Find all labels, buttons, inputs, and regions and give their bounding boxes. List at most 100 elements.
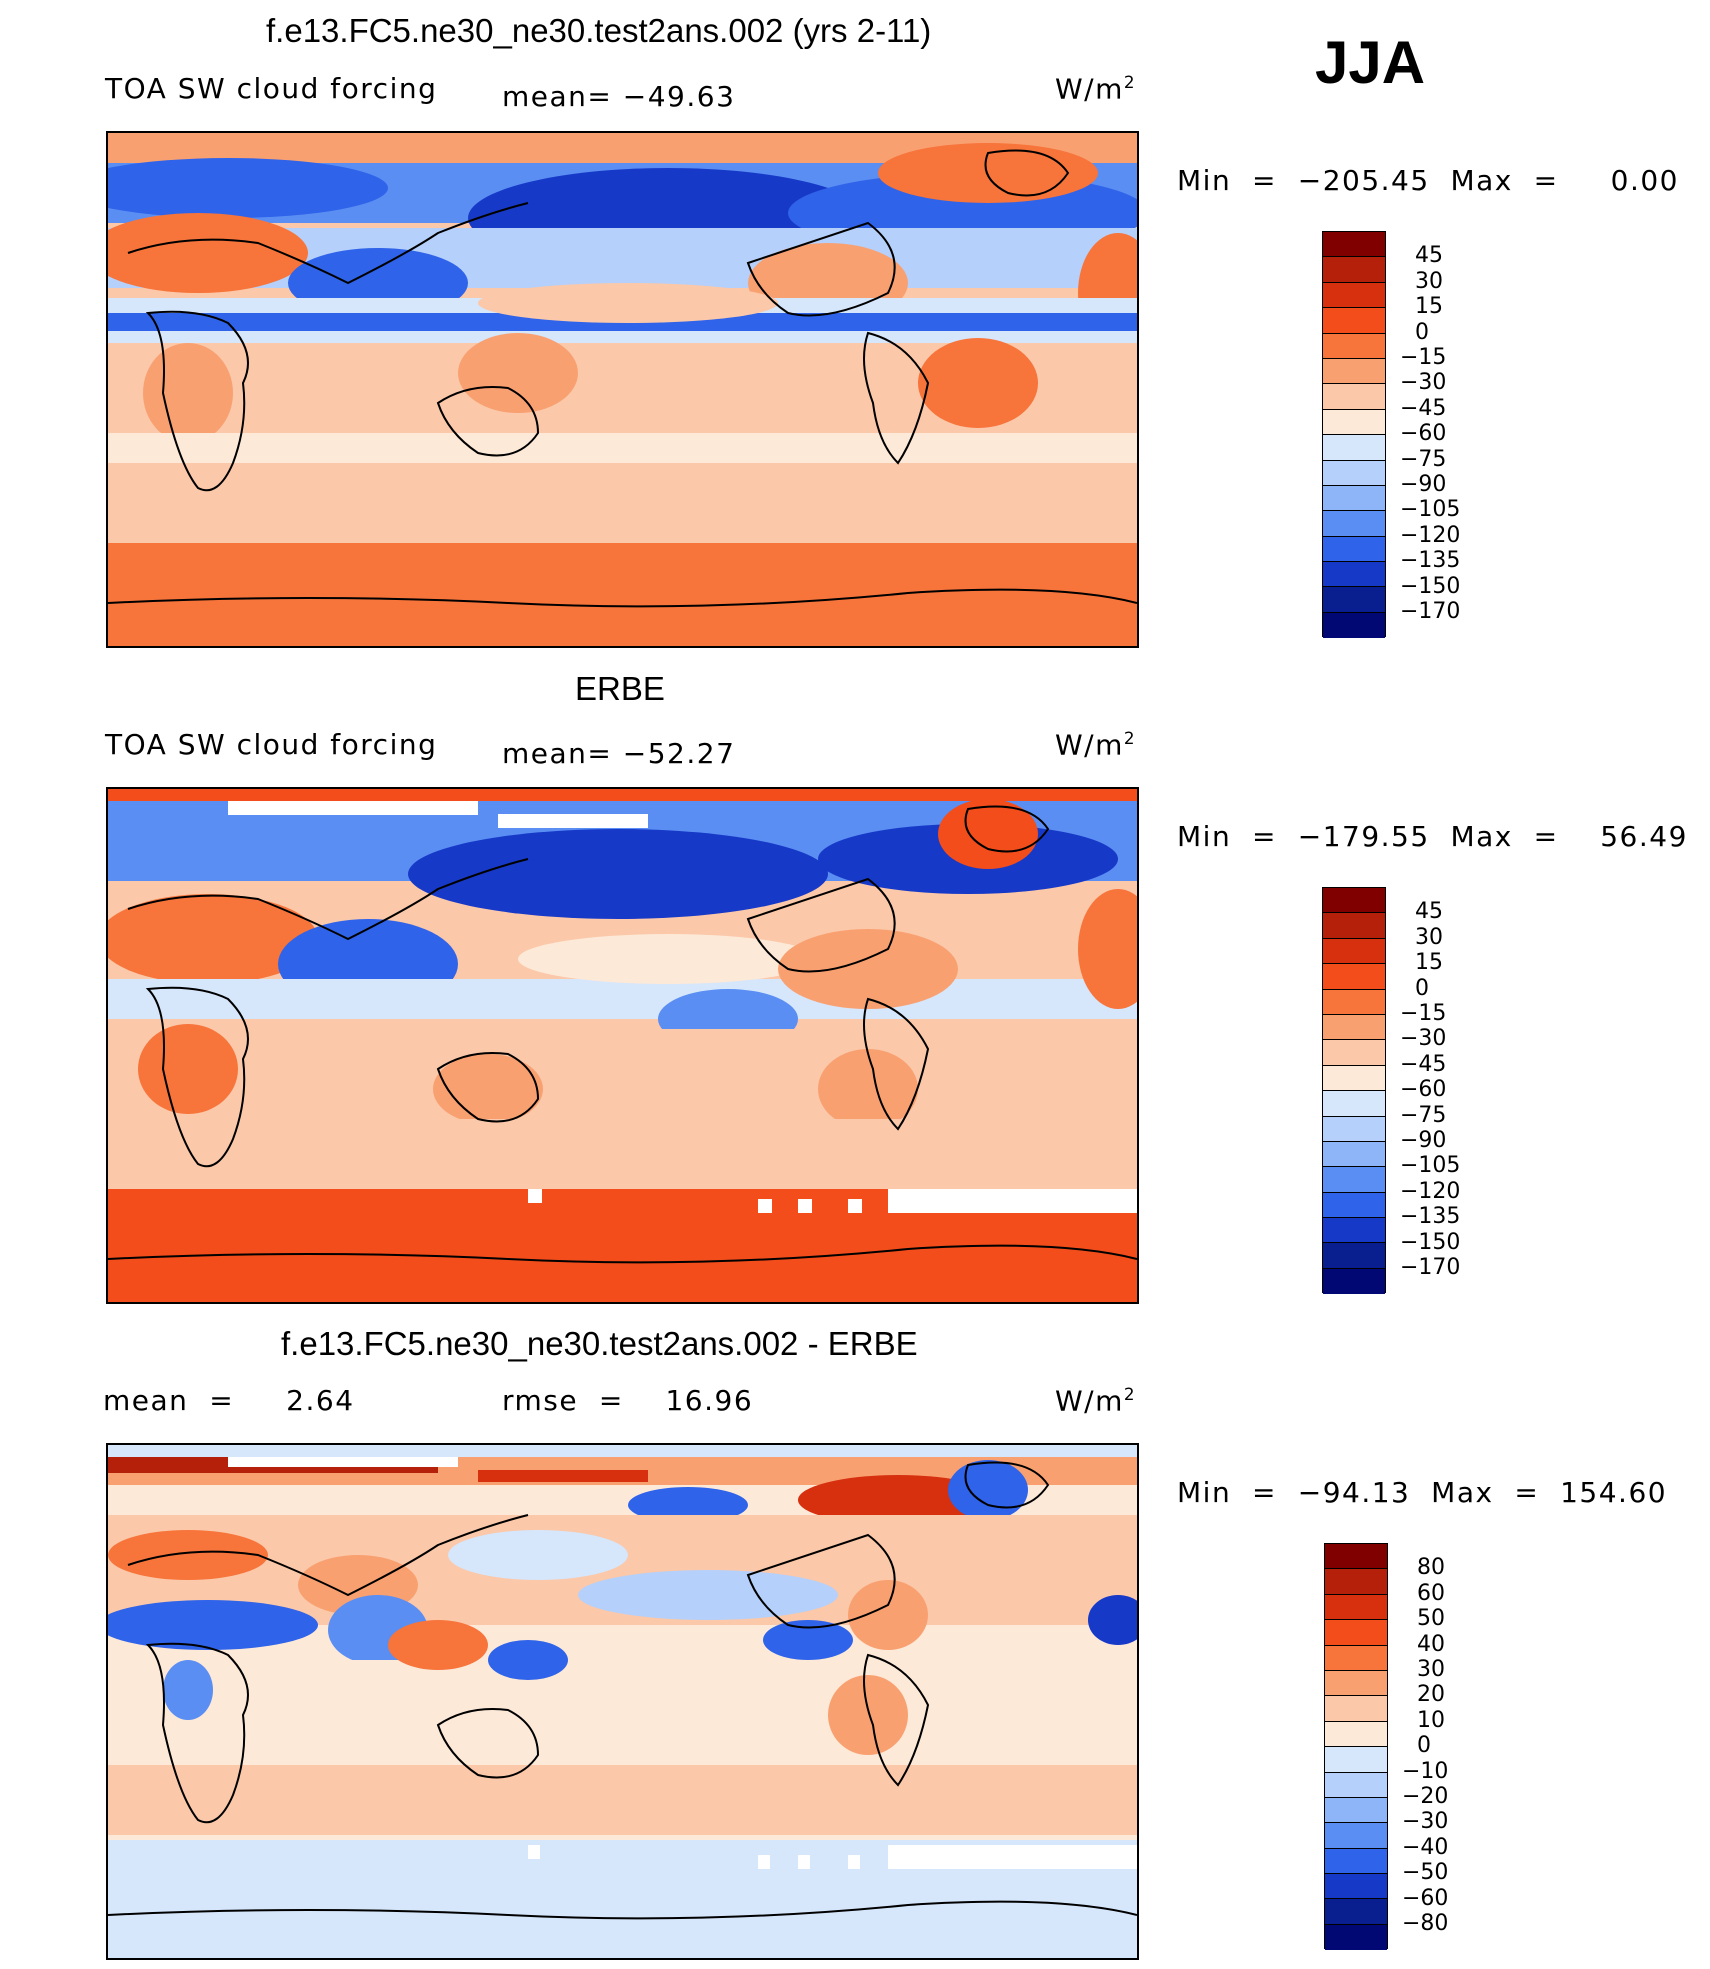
colorbar-segment: [1323, 308, 1385, 334]
colorbar-tick-label: −135: [1400, 1204, 1461, 1230]
colorbar-segment: [1325, 1772, 1387, 1798]
colorbar-segment: [1325, 1848, 1387, 1875]
colorbar-segment: [1325, 1899, 1387, 1925]
panel-model-variable-label: TOA SW cloud forcing: [105, 72, 438, 105]
colorbar-tick-label: 0: [1417, 1733, 1431, 1759]
colorbar-tick-label: 80: [1417, 1555, 1445, 1581]
panel-model-title: f.e13.FC5.ne30_ne30.test2ans.002 (yrs 2-…: [266, 12, 932, 49]
colorbar-segment: [1323, 409, 1385, 436]
colorbar-tick-label: 15: [1415, 950, 1443, 976]
colorbar-segment: [1323, 1243, 1385, 1269]
colorbar-segment: [1325, 1569, 1387, 1595]
colorbar-tick-label: −120: [1400, 1178, 1461, 1204]
colorbar-tick-label: −75: [1400, 1102, 1447, 1128]
colorbar-tick-label: −80: [1402, 1911, 1449, 1936]
colorbar-tick-label: −20: [1402, 1784, 1449, 1809]
colorbar-tick-label: −150: [1400, 573, 1461, 599]
panel-obs-mean-label: mean= −52.27: [502, 737, 736, 770]
colorbar-tick-label: −105: [1400, 1153, 1461, 1179]
panel-obs-colorbar-boxes: [1322, 887, 1386, 1295]
colorbar-tick-label: −30: [1400, 370, 1447, 396]
colorbar-tick-label: 0: [1415, 319, 1429, 345]
panel-obs-map: [106, 787, 1139, 1304]
colorbar-segment: [1323, 1268, 1385, 1295]
colorbar-tick-label: −170: [1400, 1255, 1461, 1280]
colorbar-tick-label: −90: [1400, 472, 1447, 497]
colorbar-tick-label: 60: [1417, 1580, 1445, 1606]
colorbar-tick-label: 45: [1415, 243, 1443, 269]
panel-diff-map-svg: [108, 1445, 1137, 1958]
colorbar-tick-label: 15: [1415, 294, 1443, 320]
colorbar-tick-label: 40: [1417, 1631, 1445, 1657]
panel-model-minmax: Min = −205.45 Max = 0.00: [1177, 164, 1679, 197]
panel-diff-map: [106, 1443, 1139, 1960]
panel-obs-variable-label: TOA SW cloud forcing: [105, 728, 438, 761]
panel-model-colorbar-boxes: [1322, 231, 1386, 639]
colorbar-segment: [1323, 1116, 1385, 1142]
colorbar-tick-label: −60: [1402, 1885, 1449, 1911]
colorbar-tick-label: −75: [1400, 446, 1447, 472]
colorbar-segment: [1325, 1645, 1387, 1671]
colorbar-segment: [1325, 1924, 1387, 1951]
colorbar-segment: [1323, 938, 1385, 965]
colorbar-segment: [1323, 888, 1385, 914]
colorbar-segment: [1325, 1747, 1387, 1773]
colorbar-segment: [1325, 1670, 1387, 1697]
colorbar-segment: [1323, 460, 1385, 486]
panel-diff-mean-label: mean = 2.64: [103, 1384, 355, 1417]
colorbar-tick-label: 30: [1417, 1657, 1445, 1682]
panel-model-map-svg: [108, 133, 1137, 646]
colorbar-segment: [1323, 989, 1385, 1015]
season-label: JJA: [1315, 29, 1426, 96]
panel-model-map: [106, 131, 1139, 648]
colorbar-segment: [1323, 333, 1385, 359]
colorbar-segment: [1323, 1167, 1385, 1193]
panel-obs-minmax: Min = −179.55 Max = 56.49: [1177, 820, 1688, 853]
colorbar-segment: [1323, 485, 1385, 512]
colorbar-segment: [1325, 1594, 1387, 1621]
colorbar-segment: [1325, 1544, 1387, 1570]
colorbar-tick-label: −60: [1400, 421, 1447, 447]
colorbar-tick-label: −50: [1402, 1860, 1449, 1886]
colorbar-tick-label: 20: [1417, 1682, 1445, 1708]
colorbar-tick-label: 45: [1415, 899, 1443, 925]
panel-model-units: W/m2: [1055, 72, 1137, 106]
panel-diff-rmse-label: rmse = 16.96: [502, 1384, 754, 1417]
colorbar-segment: [1323, 1218, 1385, 1244]
panel-diff-colorbar-boxes: [1324, 1543, 1388, 1951]
colorbar-tick-label: −90: [1400, 1128, 1447, 1153]
panel-diff-minmax: Min = −94.13 Max = 154.60: [1177, 1476, 1668, 1509]
colorbar-segment: [1323, 587, 1385, 613]
colorbar-segment: [1323, 913, 1385, 939]
colorbar-segment: [1323, 435, 1385, 461]
colorbar-tick-label: −45: [1400, 395, 1447, 421]
colorbar-tick-label: −40: [1402, 1834, 1449, 1860]
colorbar-segment: [1323, 511, 1385, 537]
colorbar-tick-label: −10: [1402, 1758, 1449, 1784]
colorbar-segment: [1323, 1192, 1385, 1219]
colorbar-segment: [1323, 562, 1385, 588]
colorbar-tick-label: −150: [1400, 1229, 1461, 1255]
colorbar-segment: [1323, 1040, 1385, 1066]
colorbar-segment: [1323, 612, 1385, 639]
panel-diff-title: f.e13.FC5.ne30_ne30.test2ans.002 - ERBE: [281, 1325, 918, 1362]
colorbar-segment: [1323, 358, 1385, 385]
colorbar-segment: [1325, 1620, 1387, 1646]
colorbar-tick-label: 0: [1415, 975, 1429, 1001]
colorbar-segment: [1323, 232, 1385, 258]
panel-model-mean-label: mean= −49.63: [502, 80, 736, 113]
panel-diff-units: W/m2: [1055, 1384, 1137, 1418]
colorbar-tick-label: 30: [1415, 924, 1443, 950]
colorbar-tick-label: −45: [1400, 1051, 1447, 1077]
colorbar-tick-label: −30: [1402, 1809, 1449, 1835]
colorbar-tick-label: −15: [1400, 345, 1447, 370]
colorbar-segment: [1323, 1065, 1385, 1092]
colorbar-tick-label: 30: [1415, 268, 1443, 294]
colorbar-segment: [1325, 1823, 1387, 1849]
colorbar-segment: [1325, 1874, 1387, 1900]
colorbar-tick-label: 10: [1417, 1707, 1445, 1733]
colorbar-segment: [1323, 282, 1385, 309]
colorbar-segment: [1323, 1141, 1385, 1168]
colorbar-tick-label: −60: [1400, 1077, 1447, 1103]
colorbar-tick-label: −135: [1400, 548, 1461, 574]
